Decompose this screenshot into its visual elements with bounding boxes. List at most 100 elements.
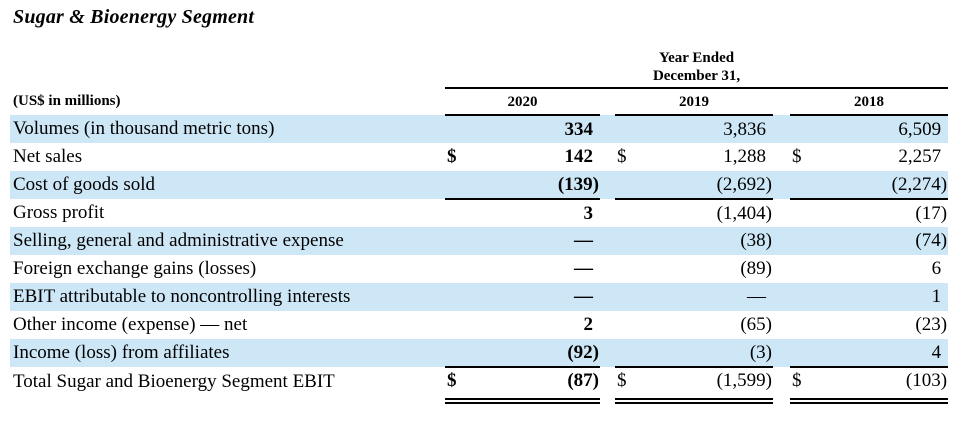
dollar-cell-2018 [790,339,803,368]
value-cell-2019: 3,836 [639,115,773,143]
table-row: Foreign exchange gains (losses) — (89) 6 [10,255,948,283]
years-header-row: (US$ in millions) 2020 2019 2018 [10,88,949,116]
dollar-cell-2019 [615,283,639,311]
value-cell-2019: (1,404) [716,202,772,224]
value-cell-2019: (38) [639,227,773,255]
dollar-cell-2020 [445,171,461,200]
gap-cell [600,311,615,339]
dollar-cell-2019 [615,339,639,368]
dollar-cell-2019 [615,311,639,339]
table-row: Selling, general and administrative expe… [10,227,949,255]
year-header-2019: 2019 [615,88,773,116]
value-cell-2018: 2,257 [898,146,942,167]
gap-cell [773,171,790,199]
value-cell-2020: (87) [461,367,600,404]
document-page: Sugar & Bioenergy Segment Year Ended Dec… [0,6,963,430]
dollar-cell-2019: $ [615,367,639,404]
year-header-2020: 2020 [445,88,600,116]
dollar-cell-2018: $ [792,146,802,167]
dollar-cell-2019: $ [617,146,627,167]
value-cell-2019: 1,288 [723,146,766,167]
gap-cell [773,199,790,227]
gap-cell [600,143,615,171]
gap-cell [600,283,615,311]
dollar-cell-2019 [615,171,639,200]
row-label: Total Sugar and Bioenergy Segment EBIT [13,370,335,392]
column-gap [773,88,790,115]
table-row: Gross profit 3 (1,404) (17) [10,199,948,227]
row-label: EBIT attributable to noncontrolling inte… [10,283,445,311]
dollar-cell-2020 [445,199,461,227]
value-cell-2018: (23) [915,314,948,335]
value-cell-2018: 1 [803,283,949,311]
value-cell-2018: (2,274) [803,171,949,200]
value-cell-2020: — [461,283,600,311]
group-header-row: Year Ended December 31, [10,49,949,89]
value-cell-2018: 6 [931,258,942,279]
dollar-cell-2019 [615,115,639,143]
value-cell-2020: (139) [461,171,600,200]
table-row: Volumes (in thousand metric tons) 334 3,… [10,115,949,143]
value-cell-2018: (17) [915,202,948,224]
dollar-cell-2018 [790,311,803,339]
dollar-cell-2020 [445,255,461,283]
table-row: Net sales $ 142 $ 1,288 $ 2,257 [10,143,948,171]
dollar-cell-2019 [615,227,639,255]
dollar-cell-2020: $ [447,146,457,167]
gap-cell [773,283,790,311]
value-cell-2020: — [461,227,600,255]
value-cell-2020: — [574,258,593,279]
table-row: Cost of goods sold (139) (2,692) (2,274) [10,171,949,200]
gap-cell [600,367,615,401]
gap-cell [773,339,790,367]
gap-cell [600,339,615,367]
dollar-cell-2018 [790,283,803,311]
gap-cell [600,115,615,143]
dollar-cell-2020 [445,311,461,339]
value-cell-2019: — [639,283,773,311]
year-ended-line2: December 31, [652,68,741,84]
gap-cell [773,311,790,339]
gap-cell [600,171,615,199]
row-label: Income (loss) from affiliates [10,339,445,367]
dollar-cell-2018 [790,227,803,255]
financial-table: Year Ended December 31, (US$ in millions… [10,49,949,404]
group-header-spacer [10,49,445,88]
dollar-cell-2019 [615,255,639,283]
dollar-cell-2018 [790,115,803,143]
row-label: Volumes (in thousand metric tons) [10,115,445,143]
dollar-cell-2020 [445,115,461,143]
table-row: Income (loss) from affiliates (92) (3) 4 [10,339,949,368]
value-cell-2019: (65) [740,314,772,335]
dollar-cell-2020 [445,283,461,311]
dollar-cell-2018 [790,171,803,200]
value-cell-2018: (103) [803,367,949,404]
value-cell-2019: (1,599) [639,367,773,404]
value-cell-2019: (2,692) [639,171,773,200]
value-cell-2020: 2 [583,314,594,335]
row-label: Net sales [13,146,83,167]
row-label: Gross profit [13,202,105,223]
row-label: Foreign exchange gains (losses) [13,258,257,279]
value-cell-2018: 6,509 [803,115,949,143]
table-row: EBIT attributable to noncontrolling inte… [10,283,949,311]
dollar-cell-2018 [790,255,803,283]
value-cell-2020: (92) [461,339,600,368]
year-ended-line1: Year Ended [658,50,735,66]
value-cell-2020: 334 [461,115,600,143]
row-label: Cost of goods sold [10,171,445,199]
row-label: Selling, general and administrative expe… [10,227,445,255]
gap-cell [600,199,615,227]
dollar-cell-2020 [445,339,461,368]
dollar-cell-2020: $ [445,367,461,404]
gap-cell [773,367,790,401]
value-cell-2019: (3) [639,339,773,368]
dollar-cell-2019 [615,199,639,227]
value-cell-2018: (74) [803,227,949,255]
table-body: Volumes (in thousand metric tons) 334 3,… [10,115,949,404]
table-row: Other income (expense) — net 2 (65) (23) [10,311,948,339]
value-cell-2020: 142 [564,146,594,167]
dollar-cell-2018 [790,199,803,227]
row-label: Other income (expense) — net [13,314,248,335]
year-header-2018: 2018 [790,88,949,116]
